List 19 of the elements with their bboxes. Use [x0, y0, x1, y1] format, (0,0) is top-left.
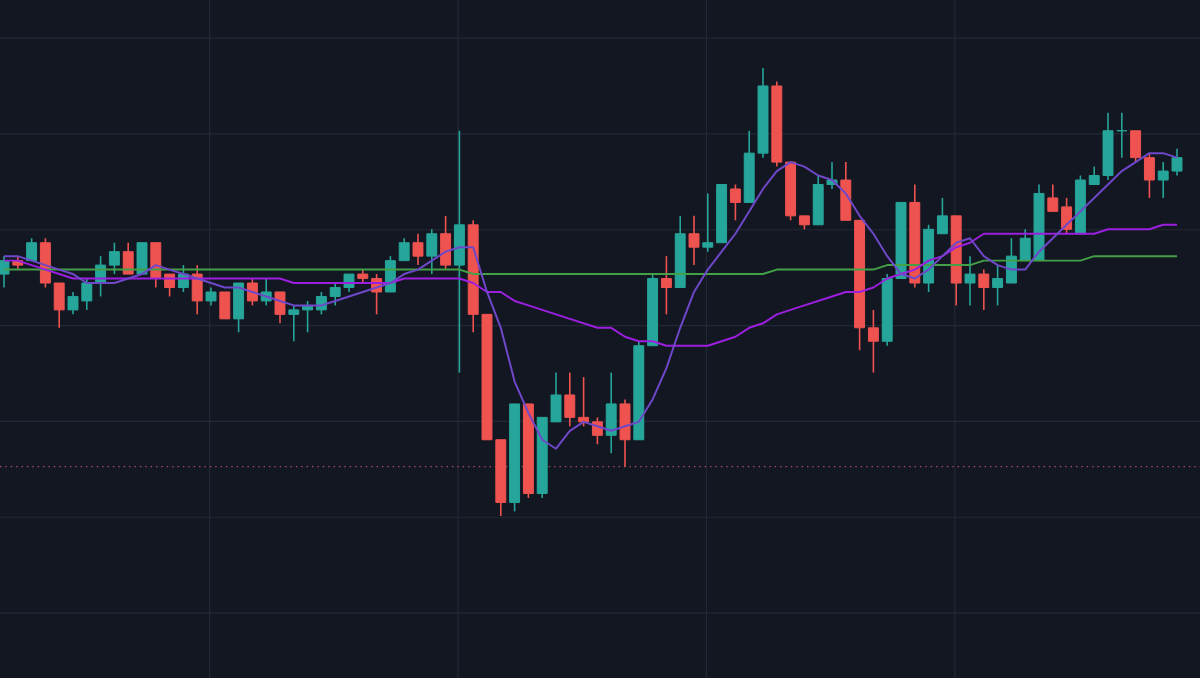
- candlestick: [246, 277, 258, 307]
- candlestick: [978, 268, 990, 311]
- candlestick: [219, 291, 231, 320]
- candlestick: [191, 264, 203, 316]
- candlestick: [729, 183, 741, 222]
- candlestick: [122, 241, 134, 275]
- candlestick: [619, 398, 631, 468]
- candlestick: [660, 255, 672, 316]
- candlestick: [412, 232, 424, 266]
- candlestick: [453, 129, 465, 374]
- candlestick: [274, 291, 286, 325]
- candlestick: [136, 242, 148, 275]
- candlestick: [426, 228, 438, 275]
- candlestick: [605, 371, 617, 454]
- candlestick: [964, 255, 976, 307]
- candlestick: [440, 215, 452, 271]
- candlestick: [688, 215, 700, 266]
- candlestick: [0, 255, 10, 289]
- candlestick: [233, 282, 245, 334]
